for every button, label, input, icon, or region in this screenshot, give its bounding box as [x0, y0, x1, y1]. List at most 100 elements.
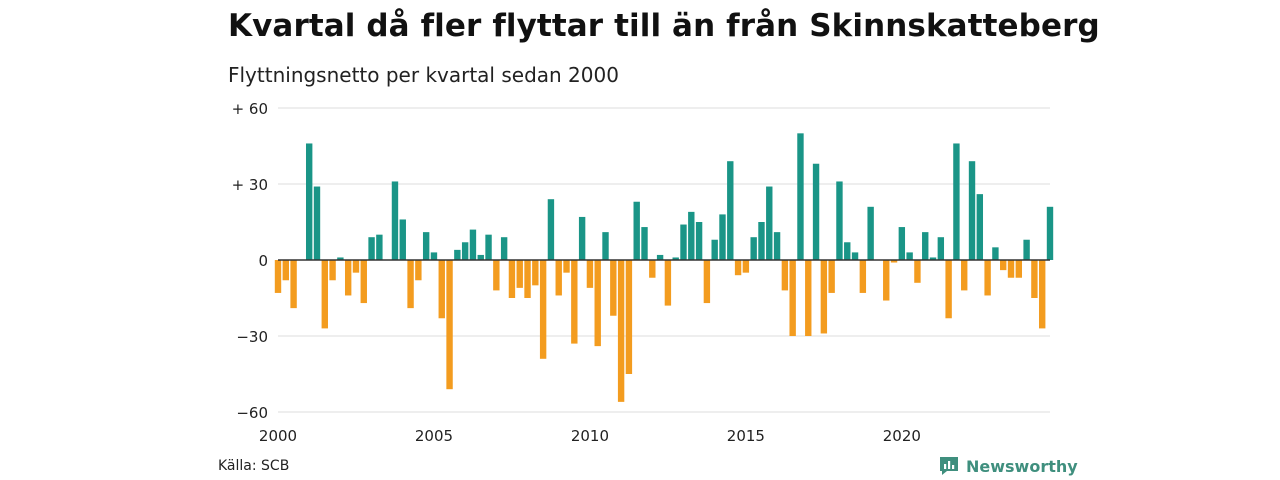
- bar: [1023, 239, 1030, 260]
- bar: [890, 260, 898, 263]
- x-tick-label: 2010: [571, 427, 609, 445]
- bar: [836, 181, 843, 260]
- bar: [929, 257, 937, 260]
- bar: [883, 260, 890, 301]
- bar: [633, 201, 640, 260]
- bar: [750, 237, 757, 260]
- x-tick-label: 2005: [415, 427, 453, 445]
- bar: [1046, 206, 1054, 260]
- bar: [578, 216, 586, 260]
- y-tick-label: 0: [258, 252, 268, 270]
- chart-subtitle: Flyttningsnetto per kvartal sedan 2000: [228, 63, 619, 87]
- bar: [469, 229, 477, 260]
- bar: [282, 260, 289, 281]
- bar: [1015, 260, 1023, 278]
- y-tick-label: + 60: [232, 100, 268, 118]
- bar: [360, 260, 367, 304]
- bar: [438, 260, 445, 319]
- bar: [719, 214, 726, 260]
- bar: [290, 260, 297, 309]
- bar: [430, 252, 438, 260]
- x-tick-label: 2000: [259, 427, 297, 445]
- bar: [344, 260, 352, 296]
- bar: [586, 260, 594, 288]
- bar: [407, 260, 414, 309]
- bar: [571, 260, 578, 344]
- newsworthy-logo-icon: [940, 457, 958, 475]
- bar: [305, 143, 313, 260]
- bar: [500, 237, 508, 260]
- bar: [844, 242, 851, 260]
- bar: [898, 227, 906, 260]
- bar: [805, 260, 812, 336]
- bar: [391, 181, 399, 260]
- bar: [992, 247, 999, 260]
- bar: [664, 260, 672, 306]
- bar: [337, 257, 344, 260]
- bar: [594, 260, 601, 347]
- bar: [547, 199, 555, 260]
- bar: [734, 260, 742, 276]
- bar: [461, 242, 469, 260]
- bar: [321, 260, 328, 329]
- brand-logo: Newsworthy: [938, 455, 1078, 477]
- bar: [1031, 260, 1038, 298]
- bar: [610, 260, 617, 316]
- bar: [976, 194, 984, 260]
- bar: [945, 260, 952, 319]
- bar: [532, 260, 539, 286]
- bar: [493, 260, 500, 291]
- bar: [742, 260, 750, 273]
- bar: [656, 254, 664, 260]
- bar: [711, 239, 718, 260]
- bar: [914, 260, 921, 283]
- bar: [524, 260, 531, 298]
- bar: [703, 260, 711, 304]
- bar: [422, 232, 430, 260]
- bar: [867, 206, 874, 260]
- bar: [937, 237, 945, 260]
- x-tick-labels: 2000 2005 2010 2015 2020: [259, 427, 921, 445]
- bar: [953, 143, 960, 260]
- bar: [851, 252, 859, 260]
- bar: [508, 260, 516, 298]
- x-tick-label: 2015: [727, 427, 765, 445]
- y-tick-label: −60: [236, 404, 268, 422]
- bar: [968, 161, 976, 260]
- bar: [828, 260, 835, 293]
- bar: [649, 260, 656, 278]
- bar: [922, 232, 929, 260]
- bar: [555, 260, 562, 296]
- bar: [789, 260, 796, 336]
- bar: [961, 260, 968, 291]
- bar: [485, 234, 492, 260]
- grid-lines: [278, 107, 1050, 413]
- bar: [781, 260, 789, 291]
- y-tick-labels: + 60 + 30 0 −30 −60: [232, 100, 268, 422]
- bar: [820, 260, 828, 334]
- bar: [688, 211, 695, 260]
- bar: [602, 232, 609, 260]
- bar: [539, 260, 547, 359]
- bar: [773, 232, 781, 260]
- bar: [797, 133, 804, 260]
- bar: [454, 249, 461, 260]
- bar: [399, 219, 406, 260]
- bar: [617, 260, 625, 402]
- bar: [516, 260, 523, 288]
- bar: [368, 237, 375, 260]
- bar: [477, 254, 484, 260]
- bar: [906, 252, 913, 260]
- bar: [376, 234, 383, 260]
- bar: [1007, 260, 1015, 278]
- bar: [352, 260, 360, 273]
- source-note: Källa: SCB: [218, 458, 290, 474]
- bar: [758, 222, 765, 260]
- bars: [274, 133, 1054, 402]
- bar: [984, 260, 991, 296]
- bar: [274, 260, 282, 293]
- bar: [641, 227, 648, 260]
- chart-title: Kvartal då fler flyttar till än från Ski…: [228, 8, 1100, 44]
- bar: [859, 260, 867, 293]
